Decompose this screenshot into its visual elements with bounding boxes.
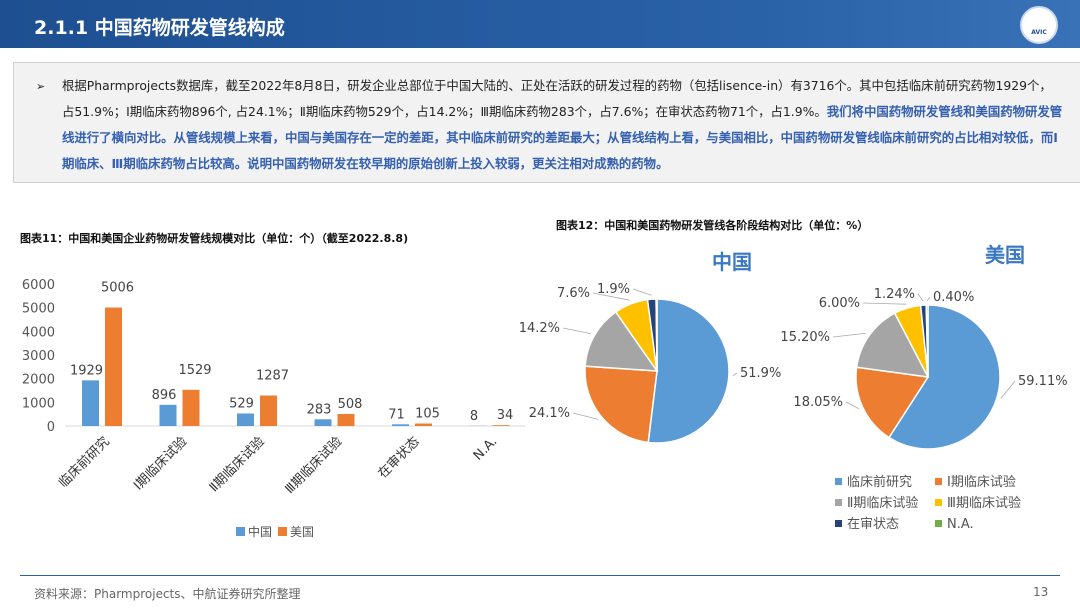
x-tick-label: N.A. bbox=[471, 434, 500, 463]
y-tick-label: 6000 bbox=[22, 278, 55, 293]
data-label: 8 bbox=[470, 409, 478, 424]
pie-data-label: 6.00% bbox=[819, 296, 860, 311]
data-label: 1929 bbox=[70, 363, 103, 378]
pie-slice bbox=[855, 366, 930, 439]
y-tick-label: 1000 bbox=[22, 396, 55, 411]
bar-chart-title: 图表11：中国和美国企业药物研发管线规模对比（单位：个）（截至2022.8.8) bbox=[20, 232, 409, 245]
data-label: 34 bbox=[497, 408, 514, 423]
legend-label: 在审状态 bbox=[847, 517, 899, 532]
legend-label: Ⅱ期临床试验 bbox=[847, 495, 918, 511]
leader-line bbox=[845, 401, 860, 410]
x-tick-label: 临床前研究 bbox=[56, 434, 113, 491]
legend-label: 美国 bbox=[290, 525, 314, 539]
pie-chart-title: 图表12：中国和美国药物研发管线各阶段结构对比（单位：%） bbox=[556, 219, 869, 232]
leader-line bbox=[562, 327, 591, 335]
summary-text: 根据Pharmprojects数据库，截至2022年8月8日，研发企业总部位于中… bbox=[62, 78, 1052, 119]
x-tick-label: Ⅱ期临床试验 bbox=[206, 434, 268, 496]
bar-usa bbox=[182, 389, 200, 426]
data-label: 1529 bbox=[178, 363, 211, 378]
legend-label: 临床前研究 bbox=[847, 474, 912, 490]
leader-line bbox=[917, 293, 924, 302]
leader-line bbox=[592, 292, 630, 301]
pie-data-label: 7.6% bbox=[557, 286, 590, 301]
leader-line bbox=[732, 372, 738, 376]
bar-china bbox=[392, 424, 409, 426]
bar-chart: 0 1000 2000 3000 4000 5000 6000 1929 5006 临床前研究 89… bbox=[22, 278, 525, 539]
pie-slice bbox=[647, 298, 730, 444]
leader-line bbox=[862, 302, 907, 305]
header-bar: 2.1.1 中国药物研发管线构成 AVIC bbox=[0, 0, 1080, 48]
data-label: 508 bbox=[338, 397, 363, 412]
pie-data-label: 1.9% bbox=[597, 282, 630, 297]
section-title: 2.1.1 中国药物研发管线构成 bbox=[34, 17, 285, 39]
bar-china bbox=[314, 419, 332, 426]
bar-china bbox=[82, 380, 99, 426]
pie-name: 中国 bbox=[712, 250, 752, 274]
legend-swatch bbox=[835, 499, 842, 506]
y-tick-label: 4000 bbox=[22, 325, 55, 340]
bar-china bbox=[237, 413, 254, 426]
legend-swatch bbox=[835, 478, 842, 485]
data-label: 529 bbox=[229, 396, 254, 411]
bar-usa bbox=[337, 413, 355, 426]
footer-divider bbox=[20, 575, 1060, 576]
bar-usa bbox=[260, 395, 277, 426]
y-tick-label: 3000 bbox=[22, 349, 55, 364]
pie-data-label: 1.24% bbox=[874, 287, 915, 302]
data-label: 896 bbox=[152, 388, 177, 403]
pie-slice bbox=[925, 304, 929, 378]
data-label: 283 bbox=[307, 402, 332, 417]
pie-data-label: 0.40% bbox=[933, 290, 974, 305]
bar-china bbox=[159, 404, 177, 426]
legend-swatch bbox=[236, 527, 245, 536]
legend-swatch bbox=[935, 499, 942, 506]
page-number: 13 bbox=[1033, 585, 1049, 599]
legend-label: Ⅲ期临床试验 bbox=[947, 495, 1021, 511]
bar-usa bbox=[415, 423, 432, 426]
bar-usa bbox=[105, 307, 122, 426]
data-label: 5006 bbox=[101, 281, 134, 296]
leader-line bbox=[632, 288, 652, 296]
leader-line bbox=[926, 296, 931, 302]
data-label: 71 bbox=[388, 407, 405, 422]
legend-swatch bbox=[935, 478, 942, 485]
y-tick-label: 2000 bbox=[22, 373, 55, 388]
x-tick-label: Ⅰ期临床试验 bbox=[130, 434, 190, 494]
pie-slice bbox=[655, 298, 658, 372]
pie-chart: 51.9% 24.1% 14.2% 7.6% 1.9% 中国 59.11% 18.05% 15.… bbox=[519, 243, 1068, 532]
pie-data-label: 51.9% bbox=[740, 366, 781, 381]
pie-data-label: 24.1% bbox=[529, 406, 570, 421]
y-tick-label: 5000 bbox=[22, 302, 55, 317]
legend-swatch bbox=[835, 520, 842, 527]
legend-label: 中国 bbox=[248, 524, 272, 539]
legend-label: Ⅰ期临床试验 bbox=[947, 474, 1016, 490]
data-label: 105 bbox=[415, 407, 440, 422]
leader-line bbox=[832, 332, 866, 338]
avic-logo: AVIC bbox=[1020, 6, 1058, 44]
bullet-arrow-icon: ➢ bbox=[36, 80, 46, 93]
summary-box: ➢ 根据Pharmprojects数据库，截至2022年8月8日，研发企业总部位… bbox=[13, 62, 1080, 183]
pie-slice bbox=[584, 310, 659, 372]
legend-swatch bbox=[935, 520, 942, 527]
bar-usa bbox=[492, 425, 510, 426]
pie-slice bbox=[887, 304, 1001, 450]
pie-data-label: 15.20% bbox=[780, 330, 830, 345]
leader-line bbox=[1000, 380, 1016, 399]
leader-line bbox=[572, 412, 599, 420]
pie-data-label: 18.05% bbox=[793, 395, 843, 410]
x-tick-label: Ⅲ期临床试验 bbox=[282, 434, 346, 498]
pie-data-label: 14.2% bbox=[519, 321, 560, 336]
pie-slice bbox=[855, 312, 930, 378]
pie-name: 美国 bbox=[985, 243, 1025, 267]
pie-slice bbox=[584, 365, 658, 444]
legend-swatch bbox=[278, 527, 287, 536]
legend-label: N.A. bbox=[947, 517, 974, 532]
y-tick-label: 0 bbox=[47, 420, 55, 435]
pie-data-label: 59.11% bbox=[1018, 374, 1068, 389]
summary-highlight: 我们将中国药物研发管线和美国药物研发管线进行了横向对比。从管线规模上来看，中国与… bbox=[62, 104, 1063, 171]
source-note: 资料来源：Pharmprojects、中航证券研究所整理 bbox=[34, 587, 301, 601]
x-tick-label: 在审状态 bbox=[375, 434, 422, 481]
data-label: 1287 bbox=[256, 369, 289, 384]
